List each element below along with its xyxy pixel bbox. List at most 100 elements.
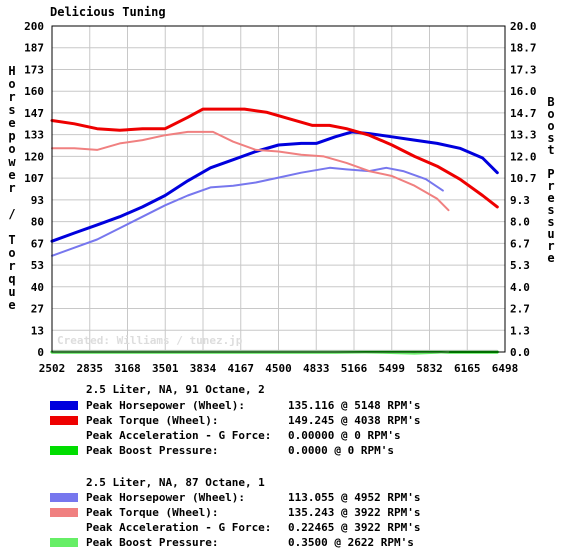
legend-label: Peak Acceleration - G Force: [86, 429, 272, 442]
legend-swatch [50, 493, 78, 502]
y-tick-label: 120 [24, 150, 44, 163]
y2-label-letter: P [547, 167, 554, 181]
y-label-letter: s [8, 103, 15, 117]
y2-tick-label: 12.0 [510, 150, 537, 163]
legend-item: Peak Torque (Wheel): 135.243 @ 3922 RPM'… [50, 506, 550, 520]
legend-value: 0.0000 @ 0 RPM's [288, 444, 394, 457]
legend-group-heading: 2.5 Liter, NA, 87 Octane, 1 [86, 476, 265, 489]
legend-group-heading: 2.5 Liter, NA, 91 Octane, 2 [86, 383, 265, 396]
x-tick-label: 4500 [265, 362, 292, 375]
dyno-chart: Delicious Tuning 2502 2835 3168 3501 3834 416… [8, 5, 554, 375]
y2-label-letter: r [547, 179, 554, 193]
x-tick-label: 4833 [303, 362, 330, 375]
y2-label-letter: e [547, 191, 554, 205]
legend-value: 0.00000 @ 0 RPM's [288, 429, 401, 442]
y-label-letter: / [8, 207, 15, 221]
legend-item: Peak Horsepower (Wheel): 135.116 @ 5148 … [50, 399, 550, 413]
legend-item: Peak Boost Pressure: 0.0000 @ 0 RPM's [50, 444, 550, 458]
y2-label-letter: o [547, 119, 554, 133]
y-label-letter: T [8, 233, 15, 247]
series-line [50, 107, 499, 209]
y2-tick-label: 16.0 [510, 85, 537, 98]
y2-tick-label: 18.7 [510, 42, 537, 55]
y-label-letter: e [8, 298, 15, 312]
x-tick-label: 3168 [114, 362, 141, 375]
y2-label-letter: s [547, 215, 554, 229]
x-tick-label: 5832 [416, 362, 443, 375]
chart-title: Delicious Tuning [50, 5, 166, 19]
legend-item: Peak Boost Pressure: 0.3500 @ 2622 RPM's [50, 536, 550, 550]
x-tick-label: 4167 [228, 362, 255, 375]
series-line [51, 166, 444, 257]
y-label-letter: e [8, 168, 15, 182]
legend-label: Peak Horsepower (Wheel): [86, 491, 245, 504]
legend-value: 135.116 @ 5148 RPM's [288, 399, 421, 412]
y2-tick-label: 5.3 [510, 259, 530, 272]
y2-label-letter: r [547, 239, 554, 253]
y2-label-letter: t [547, 143, 554, 157]
legend-label: Peak Torque (Wheel): [86, 414, 219, 427]
legend-swatch [50, 416, 78, 425]
grid [51, 25, 506, 353]
legend-swatch [50, 446, 78, 455]
x-tick-label: 5499 [379, 362, 406, 375]
y2-tick-label: 17.3 [510, 63, 537, 76]
y2-tick-label: 8.0 [510, 216, 530, 229]
y-tick-label: 107 [24, 172, 44, 185]
plot-frame [51, 25, 506, 353]
x-tick-label: 3501 [152, 362, 179, 375]
y-label-letter: H [8, 64, 15, 78]
x-tick-label: 5166 [341, 362, 368, 375]
y-tick-label: 27 [31, 303, 44, 316]
y-tick-label: 187 [24, 42, 44, 55]
y-tick-label: 147 [24, 107, 44, 120]
x-tick-label: 6165 [454, 362, 481, 375]
legend-value: 0.3500 @ 2622 RPM's [288, 536, 414, 549]
y-tick-label: 160 [24, 85, 44, 98]
legend-swatch [50, 508, 78, 517]
y-label-letter: o [8, 77, 15, 91]
y2-label-letter: s [547, 203, 554, 217]
y-label-letter: o [8, 246, 15, 260]
left-axis-ticks: 0 13 27 40 53 67 80 93 107 120 133 147 160 173 187 200 [24, 20, 44, 359]
legend-label: Peak Acceleration - G Force: [86, 521, 272, 534]
y-tick-label: 0 [37, 346, 44, 359]
x-axis-ticks: 2502 2835 3168 3501 3834 4167 4500 4833 5166 5499… [39, 362, 519, 375]
y2-tick-label: 10.7 [510, 172, 537, 185]
y-tick-label: 133 [24, 129, 44, 142]
y2-tick-label: 2.7 [510, 303, 530, 316]
y2-label-letter: B [547, 95, 554, 109]
y-label-letter: p [8, 129, 15, 143]
y2-label-letter: s [547, 131, 554, 145]
legend-item: Peak Horsepower (Wheel): 113.055 @ 4952 … [50, 491, 550, 505]
legend-item: Peak Torque (Wheel): 149.245 @ 4038 RPM'… [50, 414, 550, 428]
y2-tick-label: 0.0 [510, 346, 530, 359]
y-tick-label: 80 [31, 216, 44, 229]
y2-tick-label: 9.3 [510, 194, 530, 207]
series-line [51, 130, 450, 212]
y-label-letter: r [8, 90, 15, 104]
series-lines: Created: Williams / tunez.jp [50, 107, 499, 355]
y2-tick-label: 1.3 [510, 324, 530, 337]
y2-label-letter: u [547, 227, 554, 241]
legend-item: Peak Acceleration - G Force: 0.22465 @ 3… [50, 521, 550, 535]
y2-tick-label: 20.0 [510, 20, 537, 33]
y-tick-label: 173 [24, 63, 44, 76]
x-tick-label: 2502 [39, 362, 66, 375]
series-line [50, 130, 499, 243]
y-label-letter: o [8, 142, 15, 156]
y2-tick-label: 14.7 [510, 107, 537, 120]
y-label-letter: r [8, 259, 15, 273]
y2-tick-label: 4.0 [510, 281, 530, 294]
y-tick-label: 40 [31, 281, 44, 294]
left-axis-label: Horsepower/Torque [8, 64, 16, 312]
legend-value: 135.243 @ 3922 RPM's [288, 506, 421, 519]
y-label-letter: q [8, 272, 15, 286]
y-tick-label: 200 [24, 20, 44, 33]
legend-item: Peak Acceleration - G Force: 0.00000 @ 0… [50, 429, 550, 443]
legend-swatch [50, 401, 78, 410]
x-tick-label: 6498 [492, 362, 519, 375]
legend-swatch [50, 538, 78, 547]
y-label-letter: u [8, 285, 15, 299]
